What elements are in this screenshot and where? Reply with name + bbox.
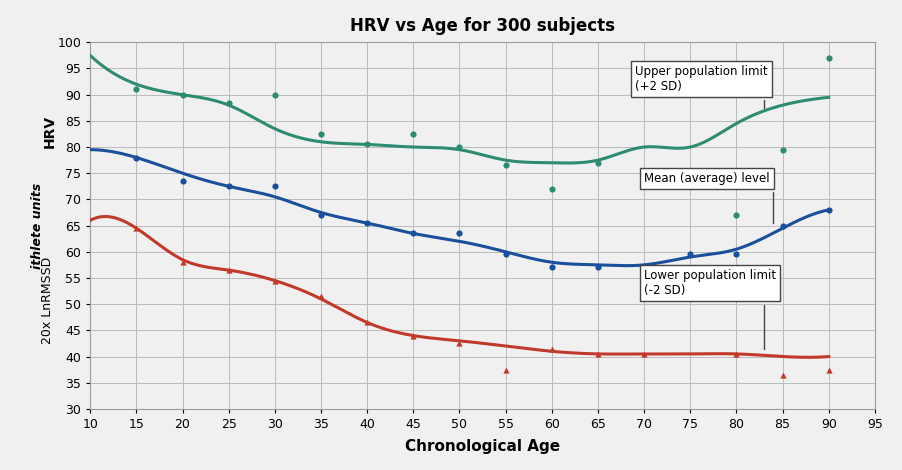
Point [637,350,651,358]
Point [591,264,605,271]
Point [406,130,420,138]
Point [729,212,743,219]
Text: ithlete units: ithlete units [32,182,44,269]
Point [452,230,466,237]
Point [591,159,605,166]
Point [499,251,513,258]
Point [129,154,143,161]
Text: 20x LnRMSSD: 20x LnRMSSD [41,257,54,345]
Point [729,350,743,358]
Point [545,264,559,271]
Point [729,251,743,258]
Point [175,258,189,266]
Point [776,146,790,153]
Point [683,251,697,258]
Text: Mean (average) level: Mean (average) level [644,172,773,223]
Point [822,366,836,373]
Text: Upper population limit
(+2 SD): Upper population limit (+2 SD) [635,65,768,108]
Point [268,277,282,284]
Point [175,177,189,185]
Point [222,182,236,190]
Point [591,350,605,358]
Point [406,332,420,339]
Point [314,292,328,300]
X-axis label: Chronological Age: Chronological Age [405,439,560,454]
Point [452,340,466,347]
Point [268,182,282,190]
Point [822,206,836,214]
Point [360,319,374,326]
Point [175,91,189,98]
Point [545,345,559,352]
Point [360,141,374,148]
Point [683,180,697,188]
Text: HRV: HRV [42,115,57,148]
Point [499,162,513,169]
Point [822,54,836,62]
Title: HRV vs Age for 300 subjects: HRV vs Age for 300 subjects [350,17,615,35]
Point [314,212,328,219]
Point [683,292,697,300]
Point [545,185,559,193]
Point [129,225,143,232]
Text: Lower population limit
(-2 SD): Lower population limit (-2 SD) [644,269,777,349]
Point [776,222,790,229]
Point [637,266,651,274]
Point [222,99,236,106]
Point [314,130,328,138]
Point [268,91,282,98]
Point [222,266,236,274]
Point [129,86,143,93]
Point [637,180,651,188]
Point [360,219,374,227]
Point [406,230,420,237]
Point [452,143,466,151]
Point [499,366,513,373]
Point [776,371,790,379]
